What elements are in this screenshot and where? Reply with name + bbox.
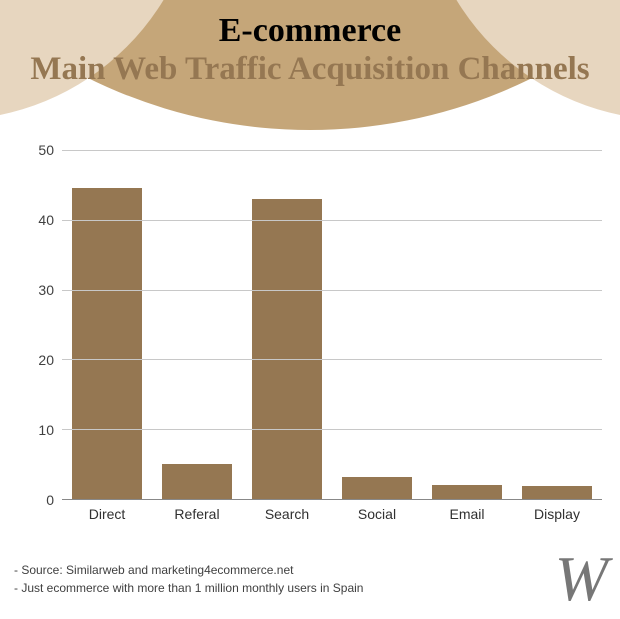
x-tick-label: Referal [152,502,242,530]
y-tick-label: 20 [38,352,54,368]
grid-line [62,150,602,151]
bar [252,199,322,499]
bar-slot [242,150,332,499]
y-tick-label: 0 [46,492,54,508]
grid-line [62,220,602,221]
y-tick-label: 30 [38,282,54,298]
bar-slot [332,150,422,499]
bar-slot [62,150,152,499]
grid-line [62,429,602,430]
x-axis-labels: DirectReferalSearchSocialEmailDisplay [62,502,602,530]
footnotes: - Source: Similarweb and marketing4ecomm… [14,561,363,597]
grid-line [62,290,602,291]
grid-line [62,359,602,360]
x-tick-label: Direct [62,502,152,530]
y-tick-label: 40 [38,212,54,228]
bar-slot [512,150,602,499]
bars-container [62,150,602,499]
bar [432,485,502,499]
bar [522,486,592,499]
bar-chart: 01020304050 DirectReferalSearchSocialEma… [28,150,602,530]
x-tick-label: Display [512,502,602,530]
x-tick-label: Social [332,502,422,530]
bar [162,464,232,499]
y-tick-label: 10 [38,422,54,438]
x-tick-label: Search [242,502,332,530]
footnote-line: - Just ecommerce with more than 1 millio… [14,579,363,597]
bar [342,477,412,499]
page-title: E-commerce [0,0,620,50]
content: E-commerce Main Web Traffic Acquisition … [0,0,620,619]
bar [72,188,142,499]
y-axis: 01020304050 [28,150,58,500]
y-tick-label: 50 [38,142,54,158]
page-subtitle: Main Web Traffic Acquisition Channels [0,52,620,87]
bar-slot [422,150,512,499]
x-tick-label: Email [422,502,512,530]
footnote-line: - Source: Similarweb and marketing4ecomm… [14,561,363,579]
brand-logo: W [555,547,608,611]
bar-slot [152,150,242,499]
plot-area [62,150,602,500]
